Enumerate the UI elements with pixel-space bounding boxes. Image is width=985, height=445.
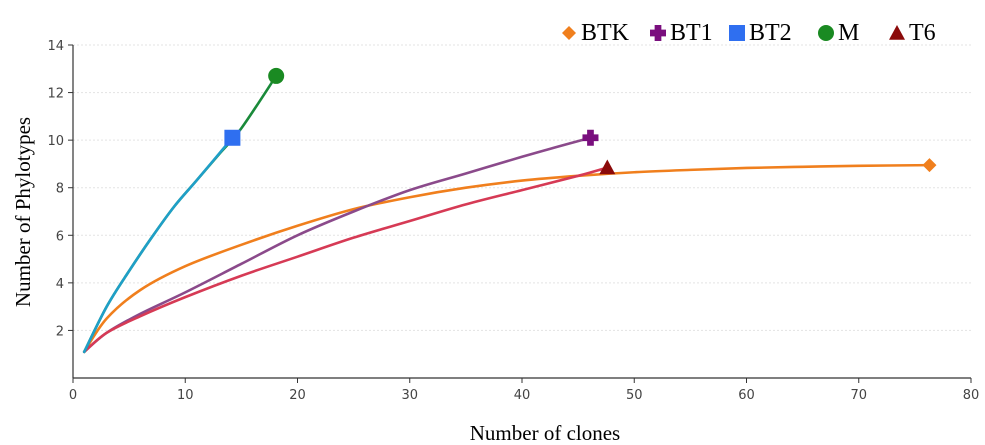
legend-marker-bt1 — [650, 25, 666, 41]
legend-label-m: M — [838, 20, 859, 46]
axes: 2 4 6 8 10 12 14 0 10 20 30 40 50 60 70 80 — [47, 39, 979, 403]
x-tick-label: 30 — [401, 388, 418, 403]
x-tick-label: 40 — [514, 388, 531, 403]
x-tick-label: 60 — [738, 388, 755, 403]
end-point-bt1 — [582, 129, 599, 146]
series-line-bt2 — [82, 136, 234, 354]
legend-label-bt2: BT2 — [749, 20, 792, 46]
x-axis-title: Number of clones — [470, 421, 620, 445]
legend-marker-bt2 — [729, 25, 745, 41]
y-tick-label: 12 — [47, 87, 64, 102]
y-tick-label: 14 — [47, 39, 64, 54]
legend-label-t6: T6 — [909, 20, 936, 46]
marker-layer — [224, 67, 937, 175]
y-tick-label: 6 — [56, 229, 64, 244]
end-point-bt2 — [224, 129, 241, 146]
end-point-m — [268, 67, 285, 84]
legend-label-btk: BTK — [581, 20, 630, 46]
y-tick-label: 10 — [47, 134, 64, 149]
x-tick-label: 20 — [289, 388, 306, 403]
y-tick-label: 2 — [56, 324, 64, 339]
legend-label-bt1: BT1 — [670, 20, 713, 46]
x-tick-label: 70 — [850, 388, 867, 403]
series-line-t6 — [82, 166, 609, 354]
end-point-btk — [922, 158, 937, 173]
series-layer — [82, 74, 931, 354]
y-tick-label: 4 — [56, 277, 64, 292]
y-axis-title: Number of Phylotypes — [11, 117, 35, 307]
x-tick-label: 0 — [69, 388, 77, 403]
x-tick-label: 10 — [177, 388, 194, 403]
legend-marker-t6 — [889, 25, 905, 40]
y-tick-label: 8 — [56, 182, 64, 197]
x-tick-label: 80 — [963, 388, 980, 403]
series-line-btk — [82, 163, 931, 354]
legend-marker-btk — [562, 26, 576, 40]
legend-marker-m — [818, 25, 834, 41]
end-point-t6 — [599, 159, 616, 175]
series-line-bt1 — [82, 136, 592, 354]
legend: BTK BT1 BT2 M T6 — [562, 20, 936, 46]
x-tick-label: 50 — [626, 388, 643, 403]
